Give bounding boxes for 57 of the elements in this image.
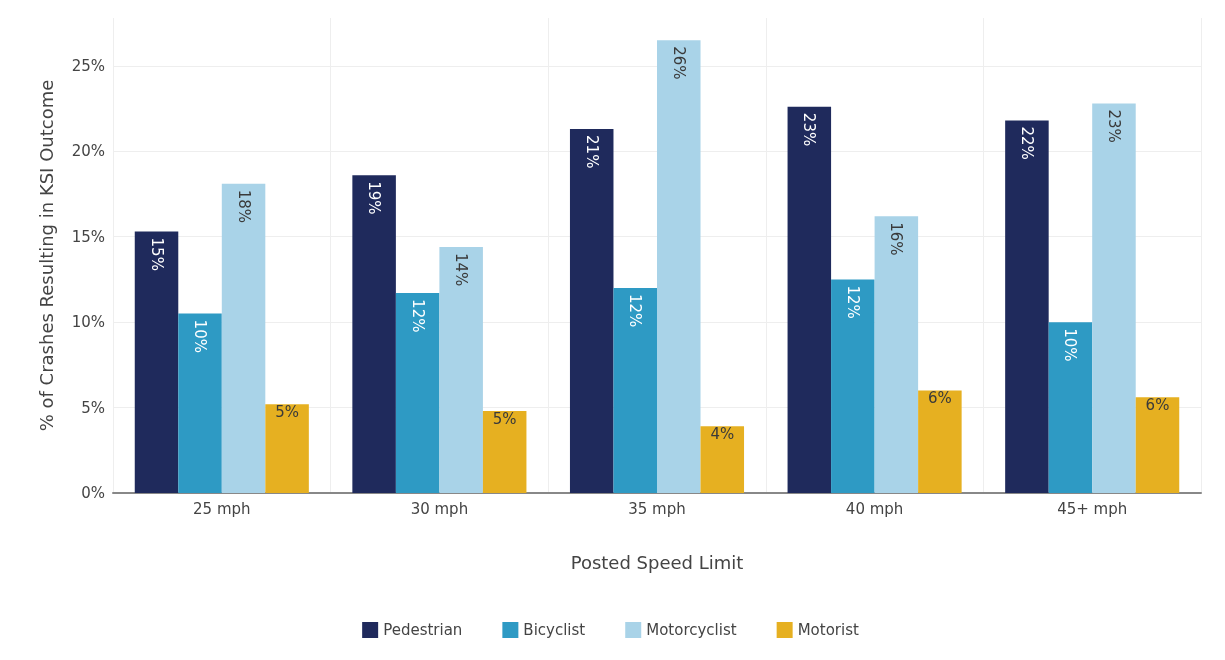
legend-label: Motorcyclist: [646, 621, 737, 639]
bar: [1092, 103, 1136, 493]
legend-label: Pedestrian: [383, 621, 463, 639]
bar: [178, 313, 222, 493]
bar: [700, 426, 745, 493]
bar: [657, 40, 701, 493]
data-label: 21%: [582, 135, 601, 169]
data-label: 10%: [191, 319, 210, 353]
bar: [1135, 397, 1180, 493]
data-label: 12%: [408, 299, 427, 333]
x-tick-label: 30 mph: [410, 499, 469, 518]
bar: [482, 410, 527, 493]
data-label: 5%: [492, 409, 517, 428]
data-label: 18%: [234, 189, 253, 224]
data-label: 23%: [800, 112, 819, 147]
bar: [1005, 120, 1049, 493]
data-label: 26%: [669, 46, 688, 80]
data-label: 22%: [1017, 126, 1036, 160]
data-label: 4%: [710, 425, 735, 444]
x-tick-label: 40 mph: [845, 499, 904, 518]
bar: [787, 106, 832, 493]
bar: [1048, 322, 1093, 493]
data-label: 12%: [626, 293, 645, 328]
bar: [613, 287, 657, 493]
data-label: 19%: [365, 181, 384, 215]
y-tick-label: 20%: [71, 142, 105, 161]
data-label: 15%: [147, 237, 166, 271]
y-tick-label: 15%: [71, 227, 105, 246]
data-label: 12%: [843, 285, 862, 319]
data-label: 23%: [1104, 109, 1123, 143]
bar: [221, 183, 266, 493]
bar: [134, 231, 179, 493]
data-label: 10%: [1061, 328, 1080, 362]
data-label: 5%: [275, 403, 299, 422]
data-label: 16%: [887, 222, 906, 256]
bar: [395, 293, 440, 493]
bar: [569, 129, 614, 493]
bar: [265, 404, 309, 493]
bar: [352, 175, 396, 493]
y-tick-label: 0%: [81, 484, 105, 502]
data-label: 6%: [927, 389, 952, 408]
x-tick-label: 25 mph: [193, 499, 251, 518]
bar: [831, 279, 875, 493]
y-axis-title: % of Crashes Resulting in KSI Outcome: [35, 79, 57, 432]
x-tick-label: 35 mph: [628, 499, 686, 518]
legend-label: Motorist: [797, 621, 859, 639]
legend-label: Bicyclist: [523, 621, 586, 639]
x-tick-label: 45+ mph: [1057, 499, 1128, 518]
y-tick-label: 5%: [81, 398, 105, 417]
data-label: 14%: [452, 252, 471, 287]
bar: [874, 216, 919, 493]
y-tick-label: 10%: [71, 313, 105, 332]
bar: [439, 246, 483, 493]
x-axis-title: Posted Speed Limit: [570, 551, 744, 573]
data-label: 6%: [1145, 396, 1170, 415]
y-tick-label: 25%: [71, 56, 105, 75]
bar: [918, 390, 962, 493]
